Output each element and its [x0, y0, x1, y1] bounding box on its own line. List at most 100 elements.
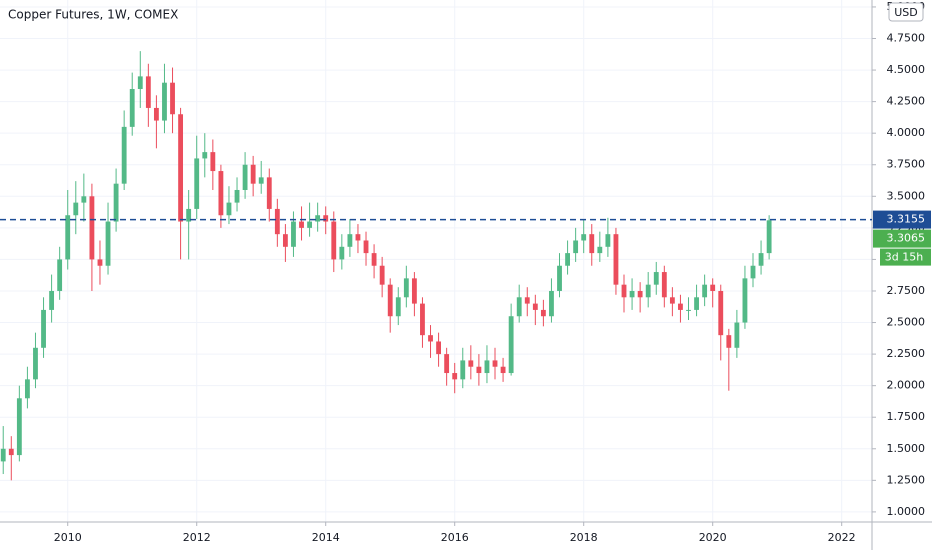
- last-price-label: 3.3155: [887, 213, 926, 226]
- candle-body: [121, 126, 127, 184]
- grid: [0, 0, 872, 522]
- y-tick-label: 1.2500: [887, 473, 926, 486]
- candle-body: [653, 272, 659, 285]
- countdown-label: 3d 15h: [885, 251, 923, 264]
- y-tick-label: 4.2500: [887, 95, 926, 108]
- candle-body: [234, 189, 240, 203]
- candle-body: [8, 448, 14, 456]
- candles: [0, 51, 772, 481]
- candle-body: [210, 152, 216, 172]
- candle-body: [129, 88, 135, 127]
- x-tick-label: 2014: [312, 531, 340, 544]
- candle-body: [621, 284, 627, 298]
- y-tick-label: 4.7500: [887, 32, 926, 45]
- candle-body: [694, 297, 699, 310]
- candle-body: [686, 309, 691, 311]
- candle-body: [363, 240, 369, 254]
- y-tick-label: 1.5000: [887, 442, 926, 455]
- candle-body: [766, 220, 772, 254]
- candle-body: [718, 290, 724, 336]
- candle-body: [307, 221, 313, 228]
- candle-body: [387, 284, 393, 317]
- x-tick-label: 2022: [828, 531, 856, 544]
- candle-body: [194, 158, 200, 209]
- candle-body: [153, 107, 159, 121]
- candle-body: [250, 164, 256, 184]
- candle-body: [73, 202, 79, 216]
- candle-body: [395, 297, 401, 317]
- candle-body: [258, 177, 264, 184]
- x-tick-label: 2012: [183, 531, 211, 544]
- candle-body: [758, 253, 764, 266]
- candle-body: [24, 379, 30, 399]
- candle-body: [0, 448, 6, 462]
- y-tick-label: 2.5000: [887, 316, 926, 329]
- candle-body: [16, 398, 22, 456]
- candle-body: [750, 265, 756, 279]
- chart-title: Copper Futures, 1W, COMEX: [8, 8, 178, 22]
- x-tick-label: 2016: [441, 531, 469, 544]
- candle-body: [65, 215, 71, 260]
- candle-body: [137, 76, 143, 89]
- y-tick-label: 2.2500: [887, 347, 926, 360]
- candle-body: [460, 360, 466, 380]
- candle-body: [347, 234, 353, 247]
- candle-body: [299, 221, 304, 228]
- candle-body: [444, 354, 450, 374]
- candle-body: [145, 76, 151, 108]
- currency-badge[interactable]: [888, 2, 924, 22]
- candle-body: [186, 208, 192, 222]
- candle-body: [629, 290, 635, 298]
- candle-body: [218, 171, 224, 216]
- x-tick-label: 2018: [570, 531, 598, 544]
- candle-body: [428, 335, 433, 342]
- candle-body: [291, 221, 296, 247]
- candle-body: [452, 373, 458, 380]
- candle-body: [162, 82, 167, 121]
- candle-body: [540, 309, 546, 317]
- candle-body: [57, 259, 63, 291]
- candle-body: [549, 290, 554, 317]
- candle-body: [500, 366, 506, 374]
- candle-body: [524, 297, 530, 304]
- candle-body: [170, 82, 175, 115]
- candle-body: [113, 183, 119, 222]
- candle-body: [371, 253, 377, 266]
- candle-body: [226, 202, 232, 216]
- y-tick-label: 3.7500: [887, 158, 926, 171]
- candle-body: [105, 221, 111, 266]
- candle-body: [49, 290, 55, 310]
- candle-body: [379, 265, 385, 285]
- candle-body: [323, 215, 329, 222]
- y-tick-label: 2.7500: [887, 284, 926, 297]
- candle-body: [669, 297, 675, 304]
- candle-body: [266, 177, 272, 209]
- candle-body: [508, 316, 514, 374]
- y-tick-label: 1.7500: [887, 410, 926, 423]
- candle-body: [41, 309, 46, 348]
- candle-body: [645, 284, 651, 298]
- candle-body: [661, 272, 667, 298]
- candle-body: [403, 278, 409, 298]
- candle-body: [274, 208, 280, 235]
- candle-body: [81, 196, 87, 203]
- candle-body: [637, 290, 643, 298]
- y-tick-label: 4.0000: [887, 126, 926, 139]
- candle-body: [726, 335, 732, 348]
- candle-body: [702, 284, 708, 298]
- candle-body: [282, 234, 288, 247]
- second-price-badge: [873, 229, 931, 248]
- currency-label[interactable]: USD: [894, 6, 918, 19]
- candle-body: [89, 196, 95, 260]
- second-price-label: 3.3065: [887, 232, 926, 245]
- last-price-badge: [873, 210, 931, 229]
- candle-body: [178, 114, 184, 222]
- candle-body: [742, 278, 748, 323]
- candle-body: [339, 246, 345, 260]
- candle-body: [436, 341, 441, 355]
- candle-body: [557, 265, 562, 291]
- candle-body: [710, 284, 716, 291]
- x-tick-label: 2010: [54, 531, 82, 544]
